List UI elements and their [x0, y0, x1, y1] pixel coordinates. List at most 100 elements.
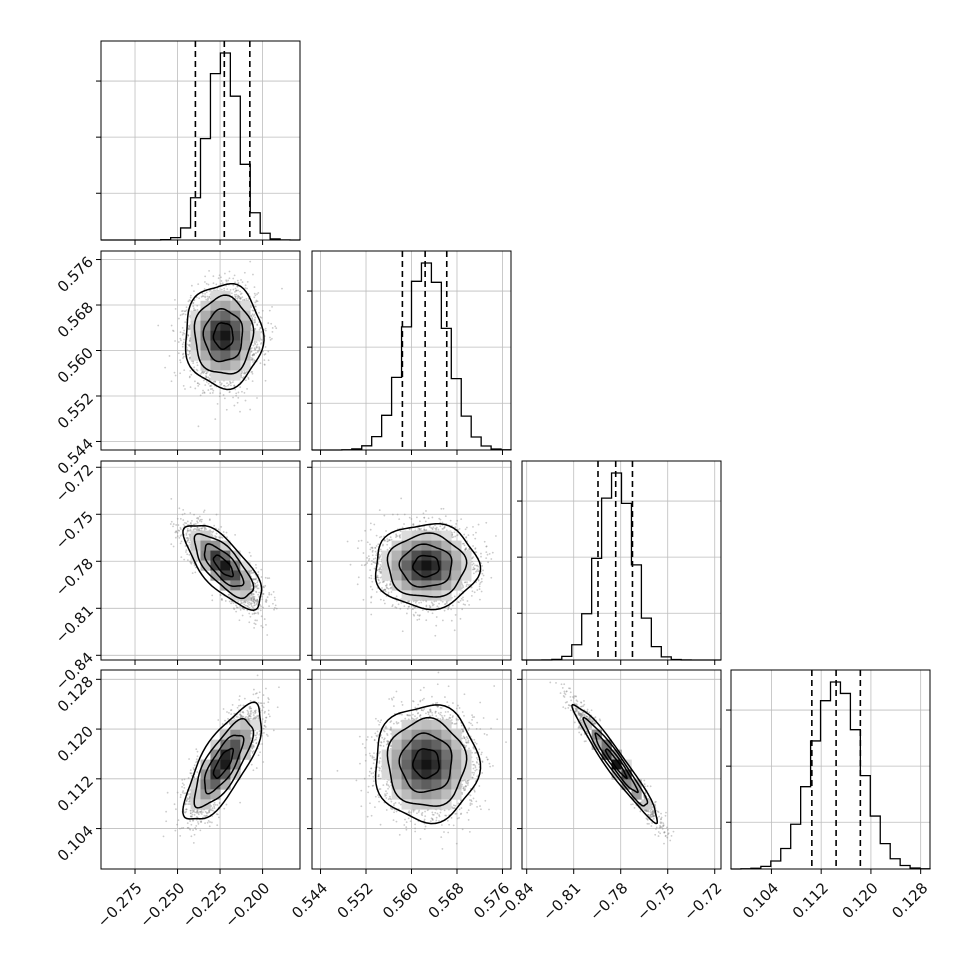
scatter-point [261, 734, 264, 737]
scatter-point [480, 562, 483, 565]
scatter-point [231, 600, 233, 603]
scatter-point [435, 527, 438, 530]
scatter-point [633, 806, 636, 809]
scatter-point [374, 717, 377, 720]
scatter-point [336, 769, 339, 772]
scatter-point [266, 577, 269, 580]
density-cell [240, 360, 251, 371]
scatter-point [244, 372, 246, 375]
scatter-point [457, 704, 459, 707]
scatter-point [468, 799, 471, 801]
scatter-point [233, 608, 236, 611]
scatter-point [469, 794, 472, 797]
scatter-point [262, 592, 265, 595]
scatter-point [172, 329, 174, 332]
scatter-point [217, 719, 220, 721]
density-cell [230, 719, 241, 730]
scatter-point [476, 589, 479, 591]
scatter-point [219, 593, 222, 596]
scatter-point [393, 804, 395, 807]
scatter-point [257, 715, 260, 717]
scatter-point [555, 682, 557, 684]
scatter-point [204, 275, 207, 278]
density-cell [200, 360, 211, 371]
scatter-point [250, 572, 253, 574]
scatter-point [198, 810, 201, 813]
scatter-point [253, 598, 256, 601]
scatter-point [193, 513, 195, 516]
scatter-point [197, 518, 200, 520]
scatter-point [565, 690, 568, 693]
scatter-point [212, 380, 215, 383]
scatter-point [360, 805, 363, 808]
scatter-point [660, 826, 663, 829]
scatter-point [227, 594, 230, 596]
scatter-point [205, 528, 208, 530]
scatter-point [490, 727, 492, 730]
scatter-point [267, 735, 269, 737]
scatter-point [239, 386, 242, 389]
scatter-point [377, 773, 380, 776]
scatter-point [377, 775, 380, 778]
scatter-point [664, 835, 667, 838]
scatter-point [373, 567, 376, 570]
scatter-point [463, 736, 466, 739]
scatter-point [375, 591, 378, 593]
scatter-point [387, 540, 389, 543]
scatter-point [467, 584, 470, 586]
scatter-point [403, 523, 405, 525]
scatter-point [464, 581, 467, 584]
scatter-point [191, 572, 194, 574]
density-cell [230, 370, 241, 381]
scatter-point [240, 602, 243, 604]
scatter-point [386, 740, 389, 743]
scatter-point [235, 289, 238, 292]
scatter-point [238, 695, 241, 697]
density-cell [381, 769, 392, 780]
scatter-point [400, 700, 403, 703]
scatter-point [475, 757, 478, 759]
scatter-point [185, 551, 187, 553]
scatter-point [250, 315, 253, 318]
scatter-point [233, 274, 236, 277]
contour-line [398, 543, 453, 588]
density-cell [401, 570, 412, 581]
scatter-point [366, 562, 369, 564]
scatter-point [479, 581, 482, 584]
scatter-point [455, 707, 458, 710]
scatter-point [475, 800, 478, 803]
scatter-point [244, 379, 247, 382]
scatter-point [650, 813, 653, 816]
scatter-point [204, 810, 207, 813]
scatter-point [424, 810, 426, 813]
scatter-point [451, 807, 454, 810]
scatter-point [428, 715, 431, 718]
scatter-point [239, 606, 241, 608]
scatter-point [474, 765, 477, 767]
scatter-point [480, 555, 482, 558]
scatter-point [444, 711, 447, 713]
scatter-point [463, 544, 466, 547]
scatter-point [239, 298, 242, 300]
scatter-point [265, 601, 268, 604]
scatter-point [362, 598, 365, 601]
scatter-point [211, 807, 214, 810]
scatter-point [378, 788, 381, 791]
scatter-point [182, 519, 185, 521]
y-tick-label: −0.78 [52, 555, 97, 600]
scatter-point [378, 766, 381, 769]
scatter-point [183, 512, 186, 515]
y-tick-label: 0.104 [54, 822, 97, 865]
scatter-point [384, 590, 387, 593]
scatter-point [190, 772, 193, 775]
panel-frame [521, 460, 722, 661]
scatter-point [234, 297, 237, 299]
scatter-point [369, 522, 372, 525]
scatter-point [225, 531, 228, 534]
scatter-point [255, 578, 258, 581]
scatter-point [185, 522, 188, 525]
density-cell [401, 540, 412, 551]
density-cell [210, 290, 221, 302]
scatter-point [389, 721, 392, 724]
scatter-point [189, 534, 191, 537]
